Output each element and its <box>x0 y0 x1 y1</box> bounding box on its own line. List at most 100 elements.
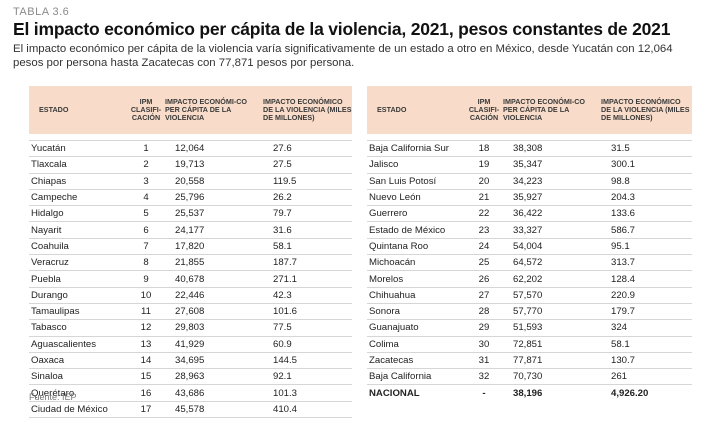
source-note: Fuente: IEP <box>29 392 77 402</box>
table-row: Yucatán 1 12,064 27.6 <box>29 140 352 158</box>
cell-ipm: 24 <box>467 238 501 256</box>
cell-estado: Coahuila <box>29 238 129 256</box>
cell-ipm: 25 <box>467 254 501 272</box>
cell-impacto-per-capita: 27,608 <box>163 303 261 321</box>
cell-estado: Chiapas <box>29 173 129 190</box>
cell-impacto-total: 179.7 <box>599 303 692 321</box>
cell-ipm: 10 <box>129 287 163 304</box>
cell-ipm: 22 <box>467 205 501 223</box>
table-row: Guanajuato 29 51,593 324 <box>367 319 692 337</box>
cell-estado: Baja California <box>367 368 467 386</box>
table-row: Tabasco 12 29,803 77.5 <box>29 319 352 337</box>
table-row: Sinaloa 15 28,963 92.1 <box>29 368 352 386</box>
cell-impacto-total: 92.1 <box>261 368 352 386</box>
cell-ipm: 18 <box>467 140 501 158</box>
cell-impacto-total: 60.9 <box>261 336 352 353</box>
cell-ipm: 12 <box>129 319 163 337</box>
cell-estado: Guerrero <box>367 205 467 223</box>
cell-estado: Querétaro <box>29 384 129 402</box>
cell-ipm: 31 <box>467 352 501 370</box>
table-row: Tlaxcala 2 19,713 27.5 <box>29 156 352 174</box>
cell-estado: Chihuahua <box>367 287 467 304</box>
cell-estado: Baja California Sur <box>367 140 467 158</box>
cell-impacto-total: 220.9 <box>599 287 692 304</box>
table-row: Baja California Sur 18 38,308 31.5 <box>367 140 692 158</box>
table-row: Chihuahua 27 57,570 220.9 <box>367 287 692 304</box>
column-header-estado: ESTADO <box>29 86 129 134</box>
cell-ipm: 1 <box>129 140 163 158</box>
column-header-impacto-total: IMPACTO ECONÓMICO DE LA VIOLENCIA (MILES… <box>599 86 692 134</box>
cell-impacto-per-capita: 22,446 <box>163 287 261 304</box>
cell-impacto-total: 261 <box>599 368 692 386</box>
cell-impacto-per-capita: 77,871 <box>501 352 599 370</box>
cell-impacto-per-capita: 25,796 <box>163 189 261 207</box>
table-row: Chiapas 3 20,558 119.5 <box>29 173 352 190</box>
table-row: Tamaulipas 11 27,608 101.6 <box>29 303 352 321</box>
cell-impacto-total: 58.1 <box>599 336 692 353</box>
cell-impacto-per-capita: 36,422 <box>501 205 599 223</box>
cell-estado: Nuevo León <box>367 189 467 207</box>
cell-impacto-total: 313.7 <box>599 254 692 272</box>
cell-impacto-total: 98.8 <box>599 173 692 190</box>
states-table-right: ESTADO IPM CLASIFI-CACIÓN IMPACTO ECONÓM… <box>367 86 692 402</box>
national-total-row: NACIONAL - 38,196 4,926.20 <box>367 385 692 403</box>
cell-impacto-per-capita: 62,202 <box>501 270 599 288</box>
cell-impacto-total: 26.2 <box>261 189 352 207</box>
column-header-impacto-per-capita: IMPACTO ECONÓMI-CO PER CÁPITA DE LA VIOL… <box>501 86 599 134</box>
cell-ipm: 30 <box>467 336 501 353</box>
cell-impacto-per-capita: 35,927 <box>501 189 599 207</box>
cell-impacto-total: 27.5 <box>261 156 352 174</box>
table-label: TABLA 3.6 <box>13 6 70 18</box>
cell-ipm: 8 <box>129 254 163 272</box>
cell-estado: NACIONAL <box>369 388 420 400</box>
table-row: Ciudad de México 17 45,578 410.4 <box>29 401 352 419</box>
cell-impacto-total: 101.3 <box>261 384 352 402</box>
cell-impacto-total: 4,926.20 <box>611 388 649 400</box>
cell-estado: Jalisco <box>367 156 467 174</box>
cell-impacto-total: 119.5 <box>261 173 352 190</box>
cell-impacto-per-capita: 20,558 <box>163 173 261 190</box>
table-row: Jalisco 19 35,347 300.1 <box>367 156 692 174</box>
spacer-cell <box>367 134 692 141</box>
cell-estado: Hidalgo <box>29 205 129 223</box>
cell-impacto-per-capita: 33,327 <box>501 221 599 239</box>
table-spacer-row <box>29 134 352 141</box>
cell-estado: Durango <box>29 287 129 304</box>
cell-estado: Puebla <box>29 270 129 288</box>
cell-impacto-total: 586.7 <box>599 221 692 239</box>
cell-estado: Tabasco <box>29 319 129 337</box>
page-title: El impacto económico per cápita de la vi… <box>13 19 671 39</box>
column-header-estado: ESTADO <box>367 86 467 134</box>
cell-estado: Ciudad de México <box>29 401 129 419</box>
cell-ipm: 6 <box>129 221 163 239</box>
table-header-row: ESTADO IPM CLASIFI-CACIÓN IMPACTO ECONÓM… <box>367 86 692 134</box>
cell-estado: Michoacán <box>367 254 467 272</box>
table-row: Nayarit 6 24,177 31.6 <box>29 221 352 239</box>
cell-impacto-per-capita: 51,593 <box>501 319 599 337</box>
cell-ipm: 17 <box>129 401 163 419</box>
cell-impacto-per-capita: 21,855 <box>163 254 261 272</box>
cell-impacto-per-capita: 17,820 <box>163 238 261 256</box>
cell-ipm: 26 <box>467 270 501 288</box>
cell-ipm: 2 <box>129 156 163 174</box>
cell-impacto-total: 271.1 <box>261 270 352 288</box>
cell-impacto-per-capita: 41,929 <box>163 336 261 353</box>
cell-estado: Aguascalientes <box>29 336 129 353</box>
cell-impacto-total: 101.6 <box>261 303 352 321</box>
cell-impacto-per-capita: 57,570 <box>501 287 599 304</box>
table-row: Oaxaca 14 34,695 144.5 <box>29 352 352 370</box>
cell-ipm: 19 <box>467 156 501 174</box>
table-row: San Luis Potosí 20 34,223 98.8 <box>367 173 692 190</box>
table-row: Michoacán 25 64,572 313.7 <box>367 254 692 272</box>
cell-impacto-total: 300.1 <box>599 156 692 174</box>
cell-impacto-total: 144.5 <box>261 352 352 370</box>
cell-estado: Tamaulipas <box>29 303 129 321</box>
cell-estado: Quintana Roo <box>367 238 467 256</box>
cell-impacto-per-capita: 45,578 <box>163 401 261 419</box>
cell-ipm: 11 <box>129 303 163 321</box>
table-row: Estado de México 23 33,327 586.7 <box>367 221 692 239</box>
cell-impacto-per-capita: 34,223 <box>501 173 599 190</box>
cell-impacto-per-capita: 57,770 <box>501 303 599 321</box>
page-subtitle: El impacto económico per cápita de la vi… <box>13 43 673 69</box>
cell-impacto-per-capita: 34,695 <box>163 352 261 370</box>
